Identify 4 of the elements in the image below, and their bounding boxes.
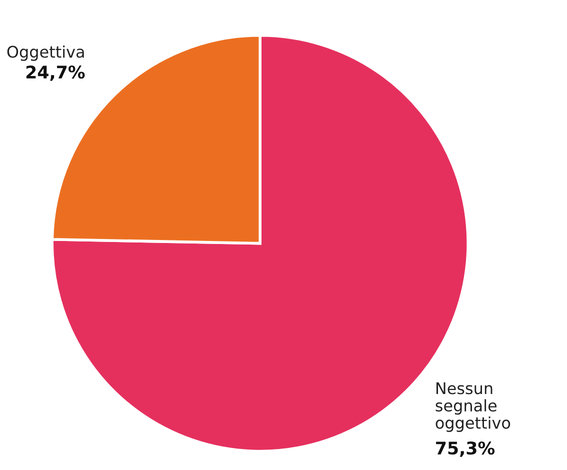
- slice-label: Oggettiva: [7, 45, 84, 61]
- slice-label: Nessun segnale oggettivo: [436, 382, 510, 432]
- data-label: 75,3%: [436, 442, 495, 457]
- data-label: 24,7%: [26, 66, 85, 81]
